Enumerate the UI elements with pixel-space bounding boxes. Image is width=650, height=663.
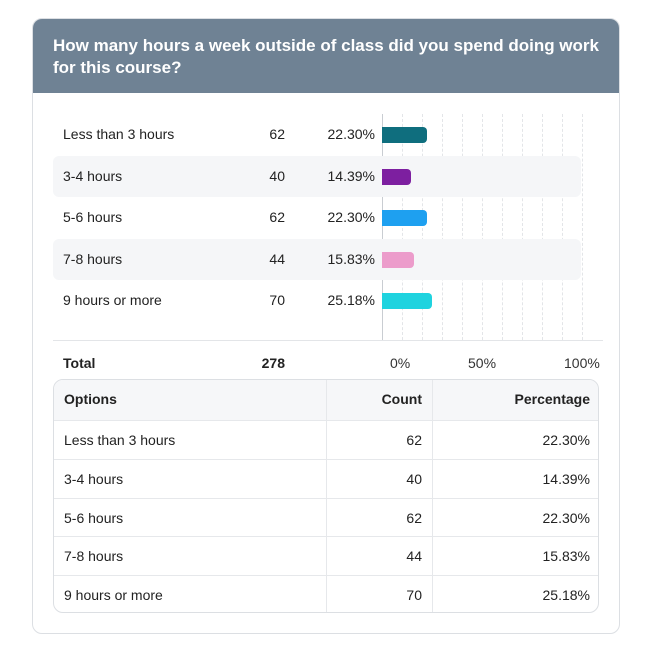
bar-track: [382, 197, 582, 238]
cell-option: 7-8 hours: [54, 537, 327, 576]
x-tick-label: 100%: [564, 355, 600, 371]
bar-9-hours-or-more: [382, 293, 433, 309]
chart-gridline: [482, 114, 483, 340]
bar-less-than-3-hours: [382, 127, 427, 143]
cell-percentage: 25.18%: [542, 587, 590, 604]
bar-5-6-hours: [382, 210, 427, 226]
table-row: 5-6 hours 62 22.30%: [54, 497, 598, 537]
cell-count: 62: [327, 421, 433, 459]
bar-track: [382, 156, 582, 197]
cell-count: 62: [327, 498, 433, 537]
chart-row-label: 9 hours or more: [63, 292, 162, 308]
cell-option: 9 hours or more: [54, 576, 327, 612]
chart-row: 5-6 hours 62 22.30%: [53, 197, 581, 238]
cell-option: 3-4 hours: [54, 459, 327, 498]
cell-count: 40: [327, 459, 433, 498]
cell-percentage: 15.83%: [542, 548, 590, 565]
response-table: Options Count Percentage Less than 3 hou…: [53, 379, 599, 613]
chart-row-label: 5-6 hours: [63, 209, 123, 225]
total-row: Total 278 0% 50% 100%: [53, 340, 603, 385]
x-tick-label: 50%: [468, 355, 497, 371]
cell-count: 44: [327, 537, 433, 576]
question-header: How many hours a week outside of class d…: [33, 19, 619, 93]
chart-row-label: Less than 3 hours: [63, 126, 175, 142]
chart-row-count: 44: [269, 250, 285, 267]
chart-row-percent: 22.30%: [327, 209, 375, 225]
bar-3-4-hours: [382, 168, 411, 185]
total-label: Total: [63, 355, 96, 371]
table-row: 3-4 hours 40 14.39%: [54, 458, 598, 498]
chart-gridline: [522, 114, 523, 340]
chart-row: 7-8 hours 44 15.83%: [53, 238, 582, 280]
header-count: Count: [327, 380, 433, 420]
survey-question-card: How many hours a week outside of class d…: [32, 18, 620, 634]
chart-row: 3-4 hours 40 14.39%: [53, 155, 582, 197]
chart-row-count: 70: [269, 292, 285, 308]
cell-percentage: 14.39%: [542, 470, 590, 487]
chart-row-count: 62: [269, 126, 285, 142]
chart-row: 9 hours or more 70 25.18%: [53, 280, 581, 321]
cell-option: 5-6 hours: [54, 498, 327, 537]
chart-row-label: 3-4 hours: [63, 167, 123, 184]
chart-gridline: [542, 114, 543, 340]
chart-gridline: [502, 114, 503, 340]
response-bar-chart: Total 278 0% 50% 100% Less than 3 hours 62 2…: [53, 114, 603, 384]
chart-gridline: [562, 114, 563, 340]
table-row: Less than 3 hours 62 22.30%: [54, 420, 598, 459]
chart-gridline: [402, 114, 403, 340]
table-row: 7-8 hours 44 15.83%: [54, 536, 598, 576]
chart-gridline: [422, 114, 423, 340]
chart-row-count: 62: [269, 209, 285, 225]
cell-count: 70: [327, 576, 433, 612]
header-percentage: Percentage: [514, 391, 590, 407]
chart-row-label: 7-8 hours: [63, 250, 123, 267]
table-row: 9 hours or more 70 25.18%: [54, 575, 598, 612]
chart-gridline: [462, 114, 463, 340]
bar-7-8-hours: [382, 251, 414, 268]
chart-row: Less than 3 hours 62 22.30%: [53, 114, 581, 155]
chart-row-percent: 22.30%: [327, 126, 375, 142]
chart-row-count: 40: [269, 167, 285, 184]
table-header-row: Options Count Percentage: [54, 380, 598, 420]
chart-row-percent: 15.83%: [327, 250, 375, 267]
total-count: 278: [261, 355, 285, 371]
chart-gridline: [582, 114, 583, 340]
chart-row-percent: 25.18%: [327, 292, 375, 308]
bar-track: [382, 280, 582, 321]
header-options: Options: [54, 380, 327, 420]
bar-track: [382, 114, 582, 155]
chart-axis-line: [382, 114, 383, 340]
x-tick-label: 0%: [390, 355, 411, 371]
bar-track: [382, 239, 582, 280]
cell-option: Less than 3 hours: [54, 421, 327, 459]
chart-gridline: [442, 114, 443, 340]
question-title: How many hours a week outside of class d…: [53, 36, 599, 77]
cell-percentage: 22.30%: [542, 509, 590, 526]
cell-percentage: 22.30%: [542, 432, 590, 448]
chart-row-percent: 14.39%: [327, 167, 375, 184]
